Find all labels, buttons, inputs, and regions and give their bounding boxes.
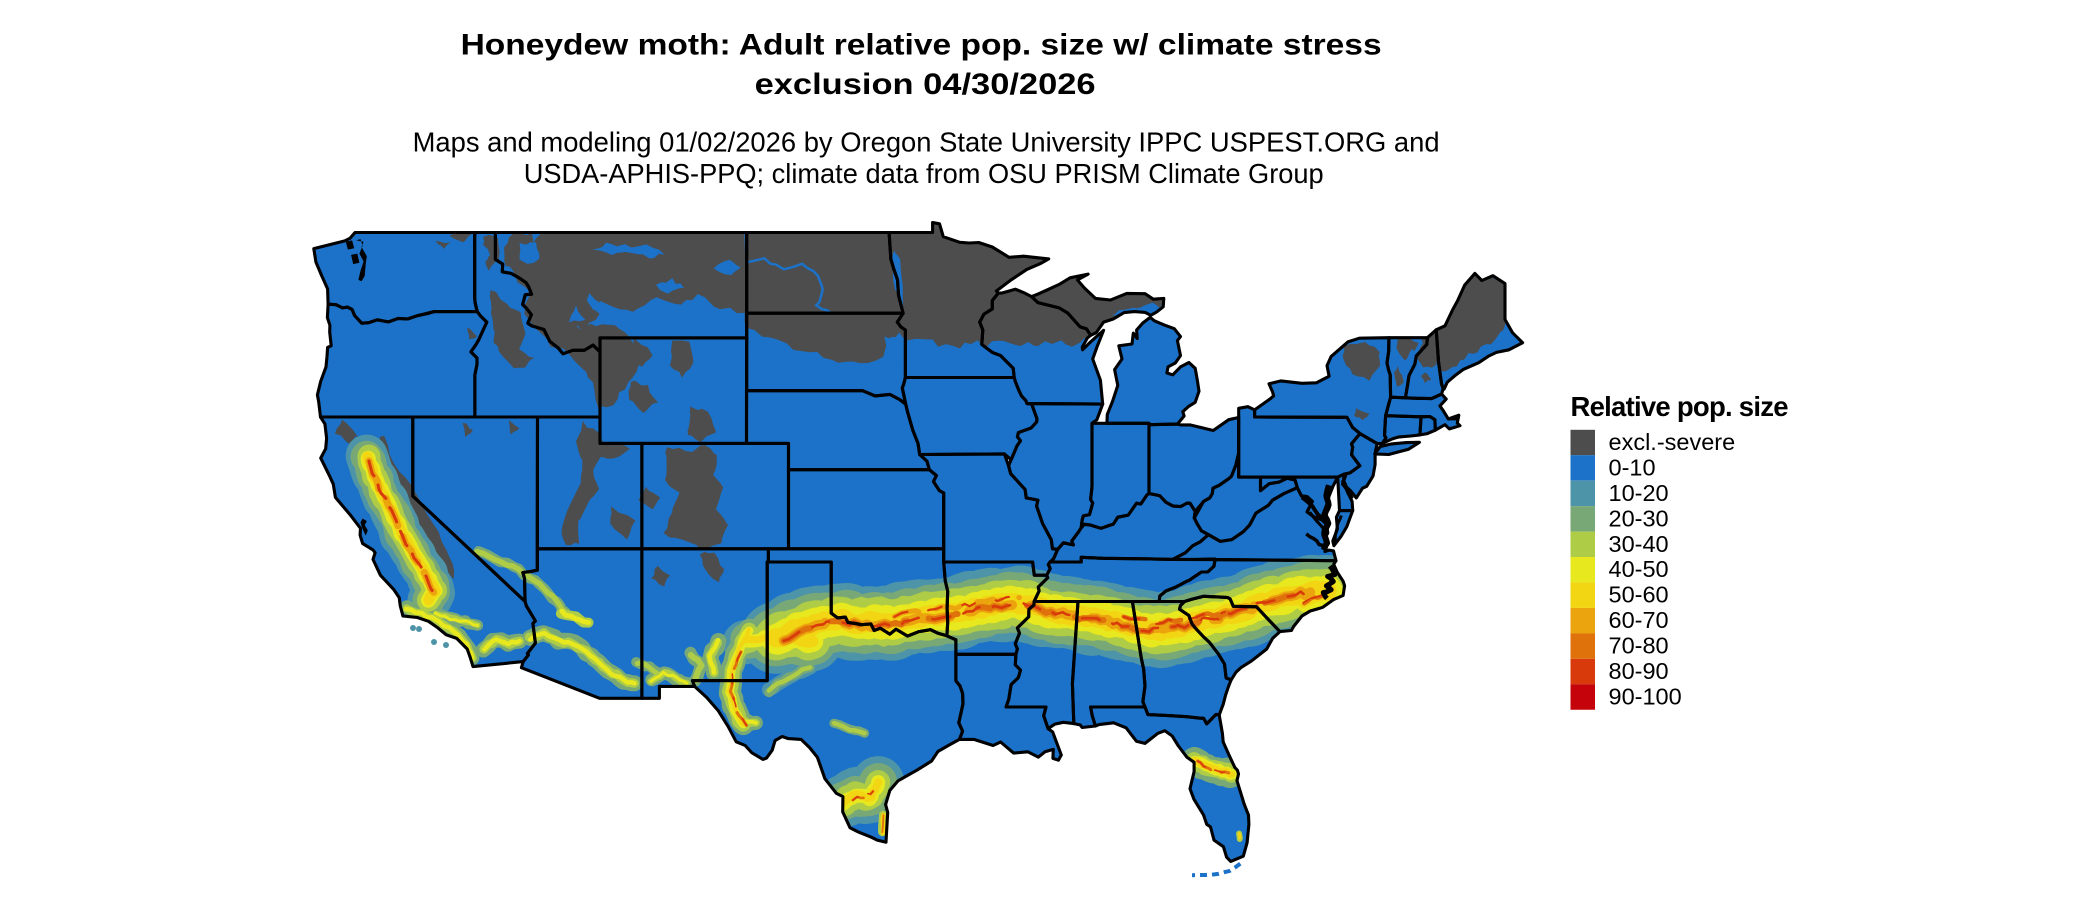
- svg-text:20-30: 20-30: [1609, 505, 1669, 531]
- svg-text:excl.-severe: excl.-severe: [1609, 429, 1736, 455]
- svg-text:30-40: 30-40: [1609, 531, 1669, 557]
- svg-text:80-90: 80-90: [1609, 658, 1669, 684]
- svg-text:USDA-APHIS-PPQ; climate data f: USDA-APHIS-PPQ; climate data from OSU PR…: [524, 158, 1324, 189]
- svg-text:40-50: 40-50: [1609, 556, 1669, 582]
- svg-text:Honeydew moth: Adult relative: Honeydew moth: Adult relative pop. size …: [461, 28, 1382, 61]
- svg-text:10-20: 10-20: [1609, 480, 1669, 506]
- svg-text:90-100: 90-100: [1609, 684, 1682, 710]
- svg-text:Relative pop. size: Relative pop. size: [1571, 391, 1789, 422]
- svg-text:60-70: 60-70: [1609, 607, 1669, 633]
- svg-text:Maps and modeling 01/02/2026 b: Maps and modeling 01/02/2026 by Oregon S…: [413, 126, 1440, 157]
- svg-text:50-60: 50-60: [1609, 582, 1669, 608]
- svg-text:70-80: 70-80: [1609, 633, 1669, 659]
- svg-text:exclusion 04/30/2026: exclusion 04/30/2026: [755, 68, 1096, 101]
- svg-text:0-10: 0-10: [1609, 454, 1656, 480]
